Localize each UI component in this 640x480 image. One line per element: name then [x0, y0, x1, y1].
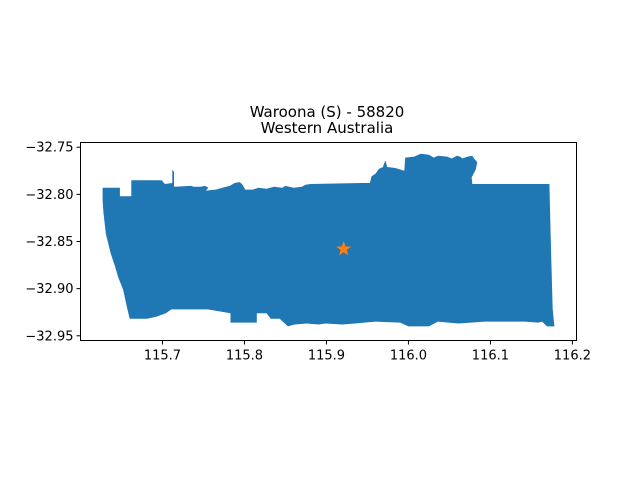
y-tick-label: −32.80 [25, 188, 73, 203]
y-tick-label: −32.75 [25, 141, 73, 156]
y-tick-label: −32.85 [25, 235, 73, 250]
y-tick-label: −32.95 [25, 329, 73, 344]
x-tick-label: 116.1 [472, 349, 509, 364]
x-tick-label: 115.8 [226, 349, 263, 364]
x-tick-label: 115.9 [308, 349, 345, 364]
x-tick-label: 116.0 [390, 349, 427, 364]
x-axis: 115.7 115.8 115.9 116.0 116.1 116.2 [144, 340, 591, 364]
y-tick-label: −32.90 [25, 282, 73, 297]
y-axis: −32.75 −32.80 −32.85 −32.90 −32.95 [25, 141, 81, 344]
region-shape [102, 153, 555, 327]
region-layer [102, 153, 555, 327]
x-tick-label: 116.2 [554, 349, 591, 364]
x-tick-label: 115.7 [144, 349, 181, 364]
centroid-star-marker [336, 241, 352, 256]
map-title-line2: Western Australia [261, 119, 394, 137]
marker-layer [336, 241, 352, 256]
map-title-line1: Waroona (S) - 58820 [250, 103, 405, 121]
